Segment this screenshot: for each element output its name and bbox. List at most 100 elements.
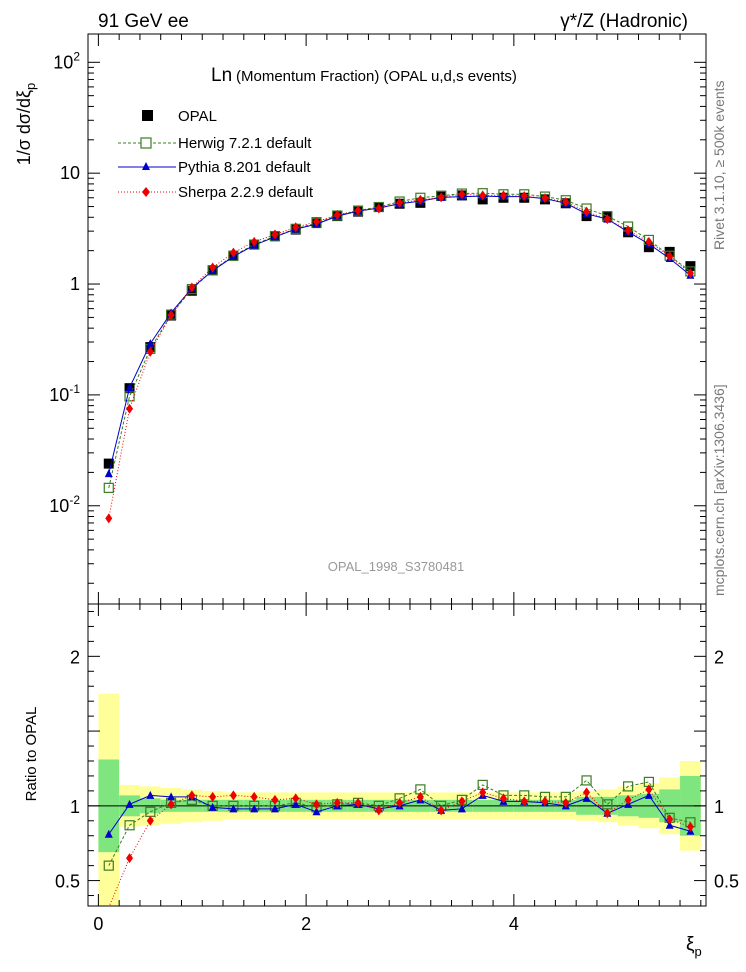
ratio-point-herwig bbox=[623, 781, 634, 792]
ratio-point-sherpa bbox=[666, 814, 674, 825]
ratio-point-sherpa bbox=[188, 790, 196, 801]
main-point-sherpa bbox=[583, 206, 591, 217]
ratio-point-pythia bbox=[644, 790, 653, 799]
main-point-herwig bbox=[124, 391, 135, 402]
ratio-point-sherpa bbox=[250, 791, 258, 802]
ratio-y-tick-label: 0.5 bbox=[55, 872, 80, 892]
ratio-point-pythia bbox=[250, 804, 259, 813]
ratio-point-herwig bbox=[124, 820, 135, 831]
ratio-point-sherpa bbox=[126, 853, 134, 864]
ratio-point-pythia bbox=[582, 793, 591, 802]
main-point-sherpa bbox=[499, 190, 507, 201]
legend-marker-pythia bbox=[142, 162, 150, 170]
main-point-sherpa bbox=[624, 225, 632, 236]
ratio-point-sherpa bbox=[479, 787, 487, 798]
main-line-pythia bbox=[108, 195, 691, 474]
ratio-y-axis-label: Ratio to OPAL bbox=[23, 707, 40, 802]
main-point-sherpa bbox=[458, 189, 466, 200]
ratio-point-sherpa bbox=[313, 799, 321, 810]
ratio-point-pythia bbox=[125, 799, 134, 808]
main-series-pythia bbox=[104, 191, 695, 478]
watermark-label: OPAL_1998_S3780481 bbox=[328, 559, 464, 574]
main-point-sherpa bbox=[437, 192, 445, 203]
main-title-big: Ln bbox=[211, 65, 232, 86]
legend-label-pythia: Pythia 8.201 default bbox=[178, 159, 311, 176]
ratio-point-herwig bbox=[581, 775, 592, 786]
ratio-point-sherpa bbox=[354, 797, 362, 808]
main-point-sherpa bbox=[541, 193, 549, 204]
main-y-tick-label: 10-1 bbox=[49, 382, 80, 405]
main-point-sherpa bbox=[292, 222, 300, 233]
legend-marker-opal bbox=[142, 110, 153, 121]
main-y-tick-label: 1 bbox=[70, 274, 80, 294]
main-point-sherpa bbox=[562, 196, 570, 207]
main-point-sherpa bbox=[396, 197, 404, 208]
ratio-point-sherpa bbox=[458, 796, 466, 807]
rivet-side-label: Rivet 3.1.10, ≥ 500k events bbox=[711, 80, 727, 250]
legend-item-herwig: Herwig 7.2.1 default bbox=[118, 135, 312, 152]
main-point-sherpa bbox=[146, 346, 154, 357]
ratio-y-tick-label-right: 0.5 bbox=[714, 872, 739, 892]
main-point-sherpa bbox=[520, 191, 528, 202]
mcplots-side-label: mcplots.cern.ch [arXiv:1306.3436] bbox=[711, 384, 727, 596]
ratio-point-sherpa bbox=[146, 815, 154, 826]
ratio-point-pythia bbox=[665, 820, 674, 829]
main-point-herwig bbox=[103, 482, 114, 493]
ratio-point-sherpa bbox=[562, 797, 570, 808]
main-point-sherpa bbox=[354, 205, 362, 216]
header-right-label: γ*/Z (Hadronic) bbox=[560, 11, 688, 32]
main-point-opal bbox=[103, 458, 114, 469]
ratio-point-sherpa bbox=[624, 794, 632, 805]
ratio-y-tick-label-right: 1 bbox=[714, 797, 724, 817]
ratio-point-sherpa bbox=[292, 793, 300, 804]
ratio-point-sherpa bbox=[209, 791, 217, 802]
legend-label-herwig: Herwig 7.2.1 default bbox=[178, 135, 312, 152]
main-series-herwig bbox=[103, 188, 696, 493]
main-point-sherpa bbox=[666, 251, 674, 262]
ratio-point-sherpa bbox=[645, 784, 653, 795]
ratio-point-herwig bbox=[103, 860, 114, 871]
main-point-pythia bbox=[104, 469, 113, 478]
main-point-sherpa bbox=[416, 194, 424, 205]
main-point-sherpa bbox=[313, 216, 321, 227]
main-point-pythia bbox=[125, 383, 134, 392]
x-tick-label: 0 bbox=[93, 914, 103, 934]
ratio-y-tick-label: 2 bbox=[70, 647, 80, 667]
legend-item-sherpa: Sherpa 2.2.9 default bbox=[118, 184, 314, 201]
main-point-sherpa bbox=[229, 247, 237, 258]
legend-label-opal: OPAL bbox=[178, 108, 217, 125]
legend-item-pythia: Pythia 8.201 default bbox=[118, 159, 311, 176]
ratio-point-sherpa bbox=[396, 797, 404, 808]
ratio-point-pythia bbox=[457, 804, 466, 813]
main-title-rest: (Momentum Fraction) (OPAL u,d,s events) bbox=[236, 68, 517, 85]
main-point-opal bbox=[685, 261, 696, 272]
legend-item-opal: OPAL bbox=[142, 108, 217, 125]
ratio-point-sherpa bbox=[520, 796, 528, 807]
header-left-label: 91 GeV ee bbox=[98, 11, 189, 32]
main-point-pythia bbox=[146, 339, 155, 348]
main-point-sherpa bbox=[126, 403, 134, 414]
ratio-point-pythia bbox=[167, 792, 176, 801]
main-point-sherpa bbox=[333, 209, 341, 220]
x-tick-label: 2 bbox=[301, 914, 311, 934]
ratio-point-sherpa bbox=[603, 808, 611, 819]
legend-marker-herwig bbox=[140, 137, 152, 149]
ratio-point-sherpa bbox=[437, 805, 445, 816]
x-axis-label: ξp bbox=[686, 934, 702, 959]
ratio-point-pythia bbox=[208, 802, 217, 811]
main-point-sherpa bbox=[603, 214, 611, 225]
ratio-point-sherpa bbox=[271, 794, 279, 805]
ratio-point-sherpa bbox=[375, 805, 383, 816]
legend: OPAL Herwig 7.2.1 default Pythia 8.201 d… bbox=[118, 108, 314, 201]
ratio-point-sherpa bbox=[686, 821, 694, 832]
ratio-point-pythia bbox=[291, 799, 300, 808]
ratio-point-sherpa bbox=[499, 793, 507, 804]
main-point-sherpa bbox=[250, 236, 258, 247]
ratio-point-sherpa bbox=[167, 799, 175, 810]
main-point-sherpa bbox=[209, 262, 217, 273]
main-series-sherpa bbox=[105, 189, 694, 524]
main-line-sherpa bbox=[108, 193, 691, 519]
x-tick-label: 4 bbox=[509, 914, 519, 934]
ratio-plot-panel: 0.5 0.5 1 1 2 2 0 2 4 Ratio to OPAL ξp bbox=[23, 603, 739, 959]
